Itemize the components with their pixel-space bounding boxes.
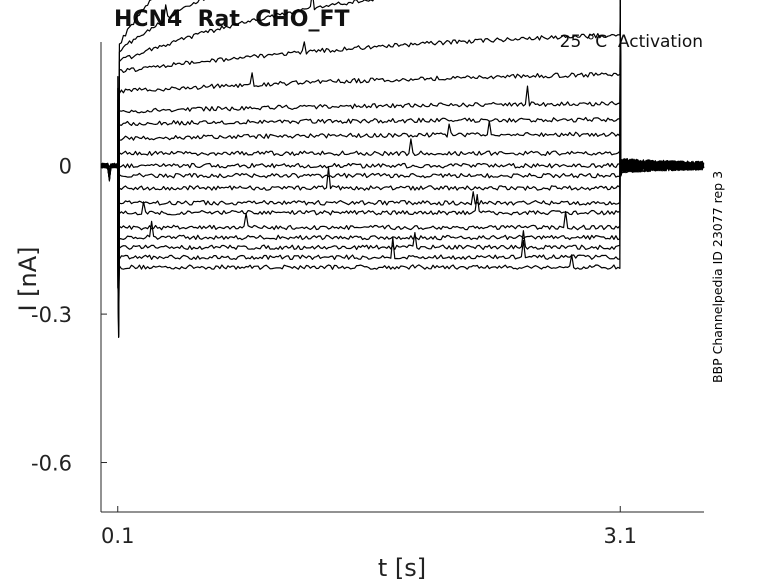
current-trace — [100, 6, 705, 315]
x-tick-label: 0.1 — [101, 524, 134, 548]
current-trace — [100, 6, 704, 319]
current-trace — [100, 6, 704, 338]
current-trace — [100, 6, 705, 338]
current-trace — [100, 6, 705, 336]
current-trace — [100, 6, 705, 338]
y-tick-label: -0.3 — [31, 303, 72, 327]
channelpedia-id-label: BBP Channelpedia ID 23077 rep 3 — [710, 171, 725, 383]
current-trace — [100, 0, 705, 293]
current-trace — [100, 0, 705, 324]
y-tick-label: 0 — [59, 155, 72, 179]
y-axis-label: I [nA] — [14, 246, 42, 311]
current-trace — [100, 6, 704, 328]
y-tick-label: -0.6 — [31, 452, 72, 476]
current-trace — [100, 0, 704, 302]
current-traces — [100, 0, 705, 338]
x-tick-label: 3.1 — [604, 524, 637, 548]
chart-title: HCN4 Rat CHO_FT — [114, 7, 350, 32]
x-axis-label: t [s] — [378, 554, 426, 582]
axis-ticks: 0.1 3.1 0 -0.3 -0.6 — [31, 155, 637, 548]
